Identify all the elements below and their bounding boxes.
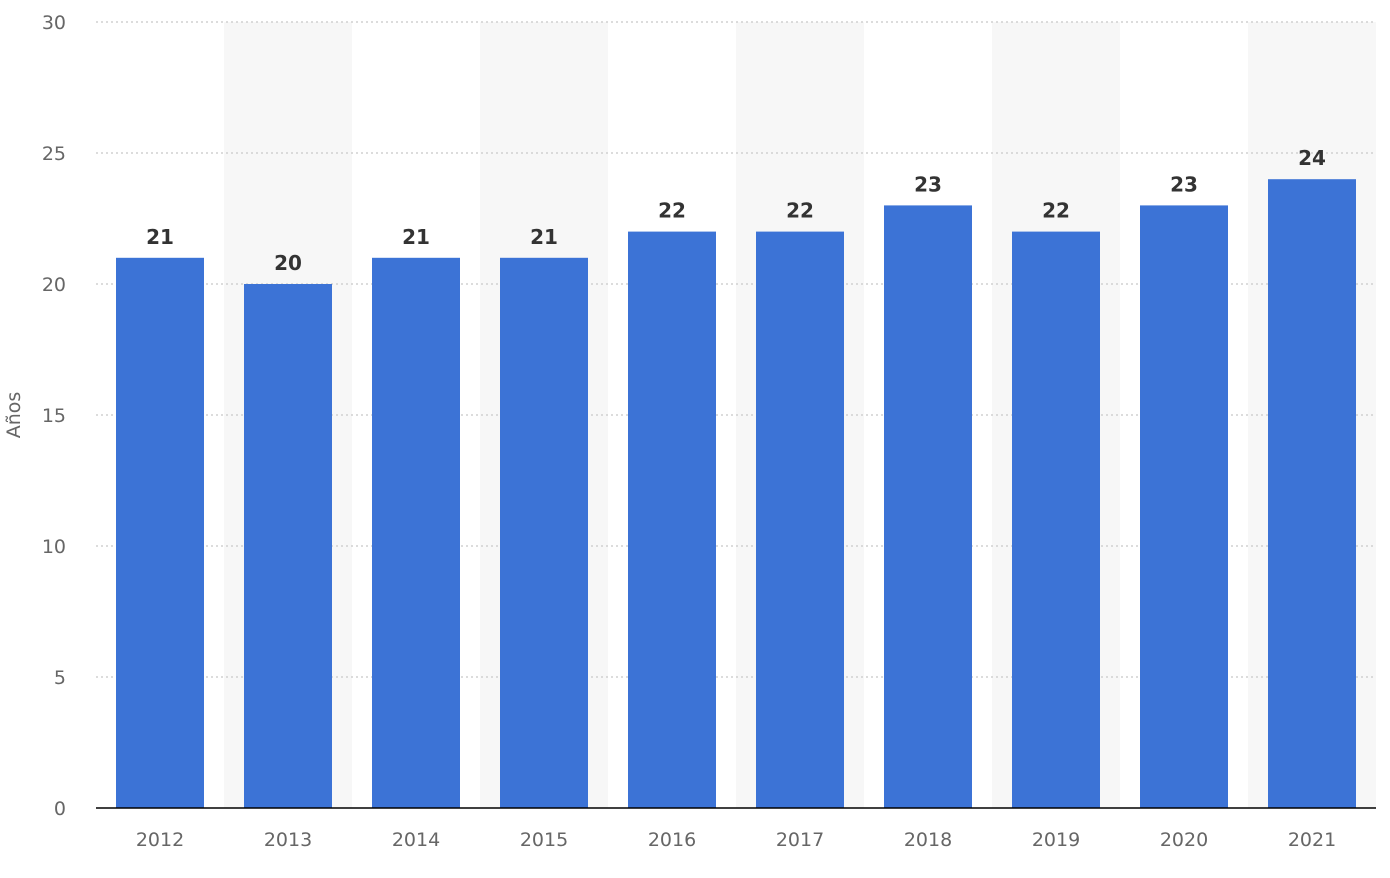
- y-tick-label: 0: [54, 798, 66, 820]
- bar[interactable]: [372, 257, 460, 808]
- bar[interactable]: [1012, 231, 1100, 809]
- bar[interactable]: [1140, 205, 1228, 808]
- bar[interactable]: [756, 231, 844, 809]
- bar-value-label: 23: [1170, 172, 1198, 196]
- x-tick-label: 2017: [776, 829, 824, 851]
- bar-value-labels: 21 20 21 21 22 22 23 22 23 24: [146, 146, 1326, 275]
- bar[interactable]: [884, 205, 972, 808]
- bar-series: [116, 179, 1356, 809]
- x-tick-label: 2021: [1288, 829, 1336, 851]
- bar[interactable]: [1268, 179, 1356, 808]
- bar-value-label: 21: [146, 225, 174, 249]
- y-axis-title: Años: [3, 392, 25, 439]
- y-tick-label: 10: [42, 536, 66, 558]
- x-tick-label: 2013: [264, 829, 312, 851]
- x-tick-label: 2012: [136, 829, 184, 851]
- bar[interactable]: [116, 257, 204, 808]
- bar-value-label: 21: [530, 225, 558, 249]
- y-tick-label: 5: [54, 667, 66, 689]
- bar[interactable]: [628, 231, 716, 809]
- x-tick-label: 2018: [904, 829, 952, 851]
- bar[interactable]: [500, 257, 588, 808]
- x-tick-label: 2015: [520, 829, 568, 851]
- x-tick-label: 2019: [1032, 829, 1080, 851]
- bar[interactable]: [244, 284, 332, 808]
- x-axis-tick-labels: 2012 2013 2014 2015 2016 2017 2018 2019 2020 2021: [136, 829, 1336, 851]
- bar-value-label: 22: [658, 199, 686, 223]
- bar-value-label: 20: [274, 251, 302, 275]
- y-tick-label: 20: [42, 274, 66, 296]
- x-tick-label: 2020: [1160, 829, 1208, 851]
- bar-value-label: 21: [402, 225, 430, 249]
- bar-value-label: 22: [786, 199, 814, 223]
- x-tick-label: 2014: [392, 829, 440, 851]
- y-tick-label: 15: [42, 405, 66, 427]
- y-axis-tick-labels: 0 5 10 15 20 25 30: [42, 12, 66, 820]
- bar-value-label: 23: [914, 172, 942, 196]
- bar-value-label: 24: [1298, 146, 1326, 170]
- bar-value-label: 22: [1042, 199, 1070, 223]
- y-tick-label: 30: [42, 12, 66, 34]
- x-tick-label: 2016: [648, 829, 696, 851]
- y-tick-label: 25: [42, 143, 66, 165]
